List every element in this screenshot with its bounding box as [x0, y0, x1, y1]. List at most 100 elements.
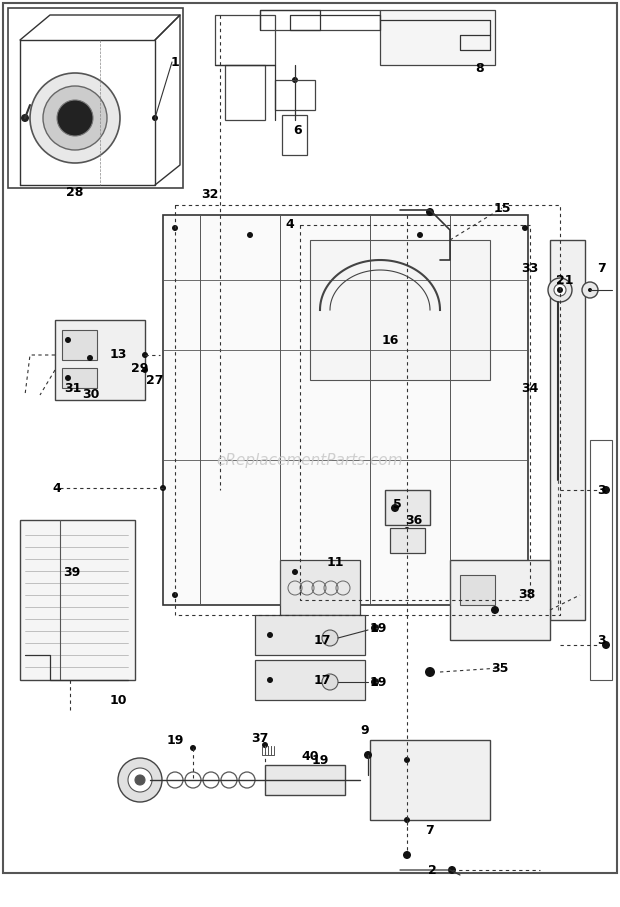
- Circle shape: [322, 674, 338, 690]
- Bar: [8, 8, 183, 188]
- Bar: [380, 10, 495, 65]
- Text: 28: 28: [66, 187, 84, 200]
- Circle shape: [602, 641, 610, 649]
- Circle shape: [548, 278, 572, 302]
- Circle shape: [87, 355, 93, 361]
- Circle shape: [65, 337, 71, 343]
- Bar: [55, 320, 145, 400]
- Circle shape: [491, 606, 499, 614]
- Circle shape: [403, 851, 411, 859]
- Text: 32: 32: [202, 188, 219, 200]
- Bar: [255, 615, 365, 655]
- Bar: [20, 520, 135, 680]
- Bar: [282, 115, 307, 155]
- Text: 33: 33: [521, 261, 539, 275]
- Circle shape: [152, 115, 158, 121]
- Circle shape: [404, 512, 410, 518]
- Text: 19: 19: [370, 676, 387, 688]
- Text: 2: 2: [428, 863, 436, 876]
- Circle shape: [247, 232, 253, 238]
- Circle shape: [391, 504, 399, 512]
- Text: 6: 6: [294, 123, 303, 136]
- Circle shape: [404, 527, 410, 533]
- Text: 30: 30: [82, 388, 100, 402]
- Circle shape: [371, 678, 379, 686]
- Bar: [385, 490, 430, 525]
- Text: 4: 4: [53, 482, 61, 494]
- Circle shape: [172, 592, 178, 598]
- Circle shape: [292, 569, 298, 575]
- Circle shape: [21, 114, 29, 122]
- Text: 35: 35: [491, 661, 508, 675]
- Circle shape: [267, 632, 273, 638]
- Text: 4: 4: [286, 219, 294, 231]
- Circle shape: [522, 592, 528, 598]
- Circle shape: [190, 745, 196, 751]
- Bar: [62, 368, 97, 388]
- Circle shape: [522, 225, 528, 231]
- Bar: [215, 15, 275, 65]
- Text: eReplacementParts.com: eReplacementParts.com: [216, 453, 404, 467]
- Circle shape: [582, 282, 598, 298]
- Text: 39: 39: [63, 565, 81, 579]
- Bar: [163, 215, 528, 605]
- Text: 19: 19: [370, 621, 387, 635]
- Text: 13: 13: [109, 348, 126, 362]
- Bar: [275, 80, 315, 110]
- Text: 19: 19: [311, 754, 329, 766]
- Circle shape: [262, 742, 268, 748]
- Bar: [265, 765, 345, 795]
- Circle shape: [425, 667, 435, 677]
- Circle shape: [57, 100, 93, 136]
- Circle shape: [557, 287, 563, 293]
- Bar: [450, 560, 550, 640]
- Text: 3: 3: [596, 633, 605, 647]
- Bar: [590, 440, 612, 680]
- Text: 15: 15: [494, 201, 511, 214]
- Text: 16: 16: [381, 334, 399, 346]
- Bar: [62, 330, 97, 360]
- Text: 10: 10: [109, 694, 126, 707]
- Text: 17: 17: [313, 674, 330, 687]
- Text: 5: 5: [392, 499, 401, 512]
- Text: 11: 11: [326, 555, 343, 569]
- Text: 17: 17: [313, 633, 330, 647]
- Circle shape: [404, 817, 410, 823]
- Text: 31: 31: [64, 382, 82, 395]
- Text: 7: 7: [596, 261, 605, 275]
- Circle shape: [404, 757, 410, 763]
- Circle shape: [322, 630, 338, 646]
- Circle shape: [371, 624, 379, 632]
- Circle shape: [426, 208, 434, 216]
- Text: 37: 37: [251, 732, 268, 745]
- Circle shape: [417, 232, 423, 238]
- Bar: [370, 740, 490, 820]
- Circle shape: [65, 375, 71, 381]
- Text: 3: 3: [596, 483, 605, 496]
- Bar: [460, 575, 495, 605]
- Circle shape: [172, 225, 178, 231]
- Text: 38: 38: [518, 589, 536, 601]
- Text: 1: 1: [170, 55, 179, 69]
- Bar: [260, 10, 380, 30]
- Bar: [225, 65, 265, 120]
- Bar: [280, 560, 360, 615]
- Circle shape: [292, 77, 298, 83]
- Text: 9: 9: [361, 724, 370, 736]
- Circle shape: [142, 367, 148, 373]
- Circle shape: [142, 352, 148, 358]
- Text: 8: 8: [476, 62, 484, 74]
- Circle shape: [30, 73, 120, 163]
- Circle shape: [602, 486, 610, 494]
- Circle shape: [43, 86, 107, 150]
- Circle shape: [448, 866, 456, 874]
- Text: 29: 29: [131, 362, 149, 375]
- Circle shape: [118, 758, 162, 802]
- Circle shape: [364, 751, 372, 759]
- Circle shape: [267, 677, 273, 683]
- Circle shape: [554, 284, 566, 296]
- Text: 7: 7: [425, 824, 435, 836]
- Circle shape: [135, 775, 145, 785]
- Bar: [550, 240, 585, 620]
- Text: 19: 19: [166, 734, 184, 746]
